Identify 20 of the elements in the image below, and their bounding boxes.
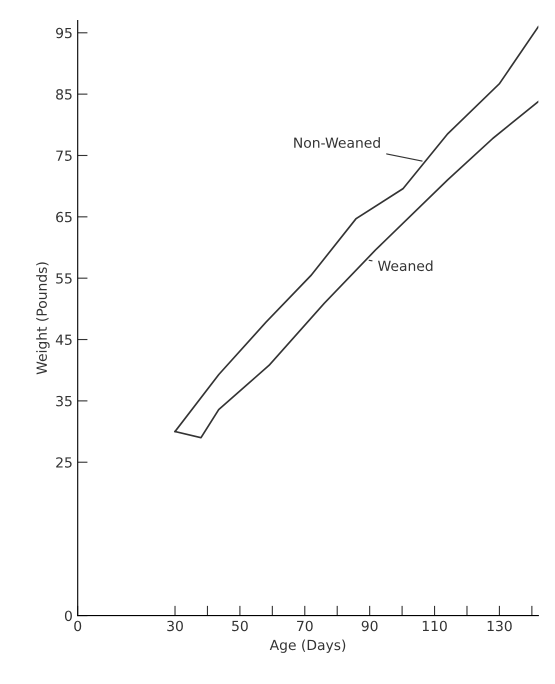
x-tick-label: 50	[232, 620, 248, 632]
y-tick-label: 25	[56, 457, 72, 468]
y-tick-label: 35	[56, 396, 72, 406]
y-tick-label: 0	[64, 610, 72, 622]
x-tick-label: 90	[362, 620, 378, 632]
y-tick-label: 85	[56, 89, 72, 100]
x-tick-label: 30	[167, 620, 183, 632]
y-tick-label: 65	[56, 212, 72, 222]
y-tick-label: 75	[56, 150, 72, 161]
y-axis-title: Weight (Pounds)	[36, 262, 50, 374]
annotation: Weaned	[378, 260, 432, 272]
x-axis-title: Age (Days)	[270, 639, 346, 653]
x-tick-label: 70	[297, 620, 313, 632]
y-tick-label: 45	[56, 334, 72, 346]
x-tick-label: 110	[422, 620, 447, 632]
annotation: Non-Weaned	[294, 137, 380, 148]
x-tick-label: 130	[488, 620, 512, 632]
x-tick-label: 0	[74, 620, 82, 632]
y-tick-label: 55	[56, 273, 72, 284]
y-tick-label: 95	[56, 28, 72, 38]
